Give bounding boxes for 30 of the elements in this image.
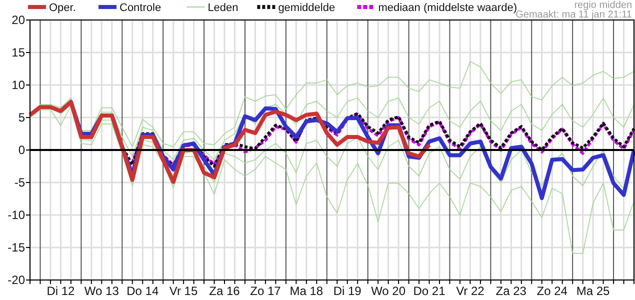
y-tick-label: 20 [12,13,26,27]
legend-label: Oper. [49,2,76,14]
annotation: Gemaakt: ma 11 jan 21:11 [516,10,632,20]
x-tick-label: Vr 22 [456,284,485,298]
y-tick-label: -20 [8,273,26,287]
x-tick-label: Di 12 [46,284,76,298]
y-tick-label: -10 [8,208,26,222]
legend-label: Controle [120,2,162,14]
y-tick-label: -5 [14,176,26,190]
x-tick-label: Za 23 [496,284,527,298]
y-tick-label: 10 [12,78,26,92]
y-tick-label: -15 [8,240,26,254]
x-tick-label: Di 19 [333,284,362,298]
x-tick-label: Za 16 [209,284,240,298]
x-tick-label: Vr 15 [169,284,198,298]
legend-label: mediaan (middelste waarde) [378,2,517,14]
x-tick-label: Ma 18 [290,284,324,298]
y-tick-label: 0 [18,143,26,157]
text: regio midden [574,0,632,11]
x-tick-label: Zo 24 [536,284,568,298]
x-tick-label: Do 21 [413,284,446,298]
x-tick-label: Do 14 [126,284,159,298]
x-tick-label: Zo 17 [250,284,282,298]
y-tick-label: 5 [18,110,26,124]
x-tick-label: Wo 13 [84,284,120,298]
legend-label: gemiddelde [278,2,336,14]
y-tick-label: 15 [12,46,26,60]
legend-label: Leden [208,2,238,14]
x-tick-label: Ma 25 [576,284,610,298]
x-tick-label: Wo 20 [371,284,406,298]
